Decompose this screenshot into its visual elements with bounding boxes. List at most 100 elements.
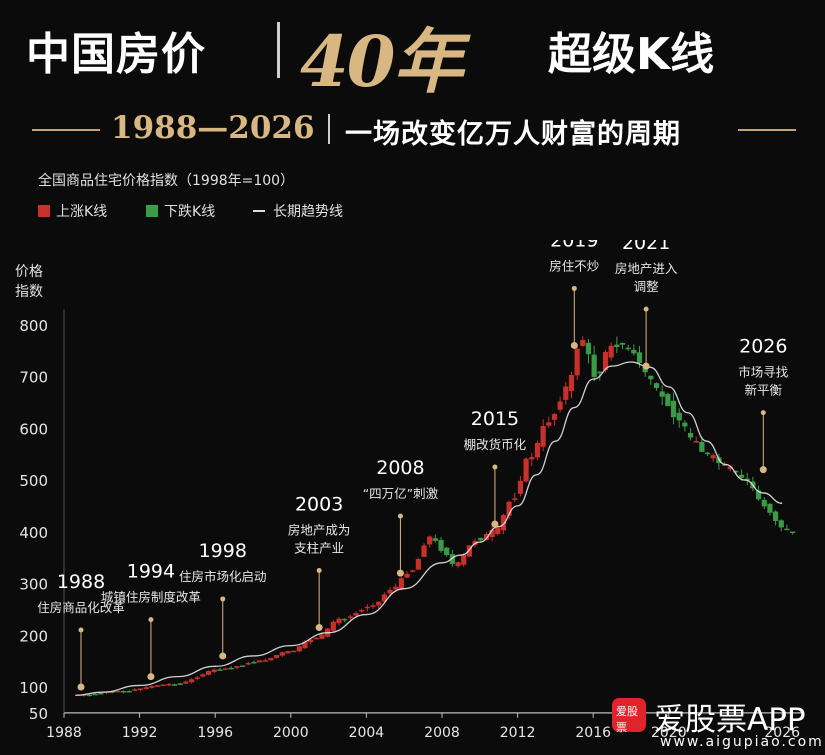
candle-down xyxy=(585,342,592,355)
annotation-year: 1994 xyxy=(127,561,175,583)
candle-up xyxy=(517,480,524,494)
candle-down xyxy=(738,474,745,478)
candle-up xyxy=(188,679,195,683)
candle-up xyxy=(398,578,404,589)
subtitle-rule-left xyxy=(32,129,100,131)
title-divider xyxy=(277,22,280,78)
candle-down xyxy=(619,342,626,345)
candle-up xyxy=(353,613,359,616)
annotation-dot-top xyxy=(397,513,403,519)
candle-up xyxy=(602,352,609,370)
candle-up xyxy=(727,466,733,470)
candle-down xyxy=(676,412,682,421)
legend-up: 上涨K线 xyxy=(38,201,107,221)
legend-trend-swatch xyxy=(253,210,265,212)
candle-up xyxy=(710,455,716,459)
annotation-dot-top xyxy=(78,627,84,633)
watermark: 爱股票 爱股票APP www.aigupiao.com xyxy=(612,694,822,754)
candle-up xyxy=(381,594,387,602)
y-axis-label-text: 价格指数 xyxy=(15,264,43,300)
subtitle-rule-right xyxy=(738,129,796,131)
annotation-text: 棚改货币化 xyxy=(464,437,527,452)
candle-down xyxy=(631,349,637,354)
candle-up xyxy=(319,634,325,639)
y-tick-label: 800 xyxy=(19,317,48,335)
subtitle-years: 1988—2026 xyxy=(111,110,315,146)
candle-up xyxy=(302,641,308,649)
candle-down xyxy=(86,694,93,697)
candle-up xyxy=(563,386,569,400)
candle-up xyxy=(370,605,376,607)
candle-down xyxy=(761,499,767,507)
candle-down xyxy=(733,470,739,473)
x-tick-label: 2012 xyxy=(500,725,536,741)
y-tick-label: 500 xyxy=(19,472,48,490)
candle-down xyxy=(342,618,348,621)
candle-up xyxy=(149,686,155,688)
candle-up xyxy=(234,666,240,668)
candle-up xyxy=(608,345,614,358)
candle-up xyxy=(279,652,285,656)
watermark-url: www.aigupiao.com xyxy=(660,734,824,750)
annotation-dot-top xyxy=(760,410,766,416)
annotation-text: 调整 xyxy=(634,279,660,294)
candle-up xyxy=(540,425,546,447)
candle-down xyxy=(478,537,484,541)
annotation-year: 2003 xyxy=(295,493,343,515)
candle-up xyxy=(257,660,263,663)
y-tick-label: 400 xyxy=(19,524,48,542)
trend-line xyxy=(75,361,783,696)
annotation-dot xyxy=(396,569,404,577)
annotation-dot xyxy=(77,683,85,691)
subtitle-divider xyxy=(328,114,330,144)
candle-down xyxy=(444,547,450,555)
candle-down xyxy=(665,394,671,407)
candle-down xyxy=(438,539,444,551)
candle-up xyxy=(427,536,433,545)
candle-down xyxy=(109,691,115,693)
candle-up xyxy=(523,458,529,482)
candle-up xyxy=(529,457,535,460)
candle-up xyxy=(393,586,399,590)
watermark-name: 爱股票APP xyxy=(654,702,806,738)
candle-down xyxy=(591,354,597,377)
candle-up xyxy=(200,674,206,677)
candle-up xyxy=(466,545,473,557)
candle-up xyxy=(330,621,336,631)
candle-down xyxy=(755,490,762,500)
x-tick-label: 1988 xyxy=(46,725,82,741)
candle-up xyxy=(347,616,353,618)
title-row: 中国房价 40年 超级K线 xyxy=(0,6,825,103)
chart-title: 全国商品住宅价格指数（1998年=100） xyxy=(38,173,295,189)
subtitle-row: 1988—2026 一场改变亿万人财富的周期 xyxy=(0,110,825,150)
candle-down xyxy=(789,531,796,534)
candle-up xyxy=(194,677,200,679)
candle-down xyxy=(767,503,773,513)
legend-trend: 长期趋势线 xyxy=(253,201,343,221)
annotation-text: 住房市场化启动 xyxy=(179,569,267,584)
candle-up xyxy=(721,464,728,467)
candle-up xyxy=(296,646,302,652)
candle-up xyxy=(313,637,319,640)
candle-down xyxy=(432,538,438,541)
legend-up-swatch xyxy=(38,205,50,217)
candle-down xyxy=(597,371,603,374)
x-tick-label: 2004 xyxy=(349,725,385,741)
candle-up xyxy=(222,668,229,670)
legend-up-label: 上涨K线 xyxy=(56,204,108,220)
candle-down xyxy=(98,693,104,695)
candle-down xyxy=(778,520,784,528)
candle-up xyxy=(415,559,421,570)
candle-down xyxy=(177,683,183,685)
candle-down xyxy=(699,441,705,452)
annotation-dot-top xyxy=(148,617,154,623)
annotation-year: 2021 xyxy=(622,240,670,254)
x-tick-label: 1992 xyxy=(122,725,158,741)
x-tick-label: 2026 xyxy=(764,725,800,741)
candle-down xyxy=(614,344,620,348)
annotation-year: 2026 xyxy=(739,336,787,358)
title-left: 中国房价 xyxy=(26,29,206,80)
candle-up xyxy=(512,498,518,500)
candle-down xyxy=(653,383,660,388)
x-tick-label: 2016 xyxy=(575,725,611,741)
